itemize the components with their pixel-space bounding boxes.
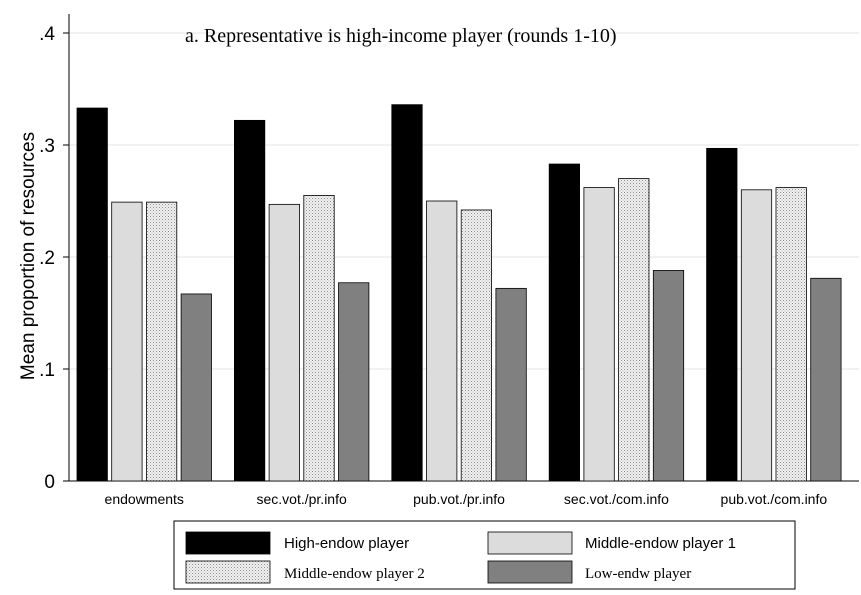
- y-tick-label: .4: [39, 24, 55, 45]
- bar-high-endow-player-4: [706, 147, 738, 482]
- x-category-label: sec.vot./com.info: [564, 491, 669, 507]
- legend-swatch: [185, 560, 271, 584]
- bar-high-endow-player-2: [391, 104, 423, 482]
- y-tick-label: .1: [39, 360, 55, 381]
- y-tick-label: 0: [44, 472, 55, 493]
- bar-middle-endow-player-2-2: [460, 209, 493, 482]
- bars: [76, 104, 842, 482]
- y-tick-label: .3: [39, 136, 55, 157]
- bar-low-endw-player-2: [495, 287, 527, 482]
- bar-middle-endow-player-1-4: [740, 189, 773, 482]
- bar-low-endw-player-3: [652, 270, 685, 482]
- legend-label: Middle-endow player 2: [284, 566, 425, 582]
- x-category-label: sec.vot./pr.info: [257, 491, 347, 507]
- x-category-label: pub.vot./com.info: [721, 491, 828, 507]
- y-axis-label: Mean proportion of resources: [18, 132, 39, 380]
- bar-middle-endow-player-2-0: [145, 201, 178, 482]
- bar-middle-endow-player-1-1: [268, 203, 300, 482]
- bar-high-endow-player-1: [233, 119, 266, 482]
- legend-label: Low-endw player: [585, 566, 691, 582]
- bar-low-endw-player-4: [810, 277, 842, 482]
- x-category-label: pub.vot./pr.info: [413, 491, 505, 507]
- bar-high-endow-player-3: [548, 163, 581, 482]
- legend: High-endow player Middle-endow player 1 Mi…: [173, 520, 796, 590]
- axis-labels: 0 .1 .2 .3 .4 endowments sec.vot./pr.info pub.v…: [39, 24, 827, 507]
- bar-low-endw-player-1: [338, 282, 370, 482]
- y-tick-label: .2: [39, 248, 55, 269]
- bar-middle-endow-player-2-4: [775, 187, 807, 482]
- chart-title: a. Representative is high-income player …: [185, 25, 617, 47]
- legend-box: [173, 520, 796, 590]
- legend-swatch: [185, 531, 271, 555]
- legend-swatch: [487, 531, 573, 555]
- x-category-label: endowments: [105, 491, 184, 507]
- bar-middle-endow-player-1-3: [583, 187, 615, 482]
- legend-swatch: [487, 560, 573, 584]
- legend-label: Middle-endow player 1: [585, 535, 736, 552]
- bar-low-endw-player-0: [180, 293, 212, 482]
- bar-high-endow-player-0: [76, 107, 108, 482]
- bar-middle-endow-player-1-0: [111, 201, 143, 482]
- bar-middle-endow-player-2-1: [303, 194, 335, 482]
- legend-label: High-endow player: [284, 535, 409, 552]
- bar-middle-endow-player-2-3: [618, 178, 650, 482]
- bar-middle-endow-player-1-2: [426, 200, 458, 482]
